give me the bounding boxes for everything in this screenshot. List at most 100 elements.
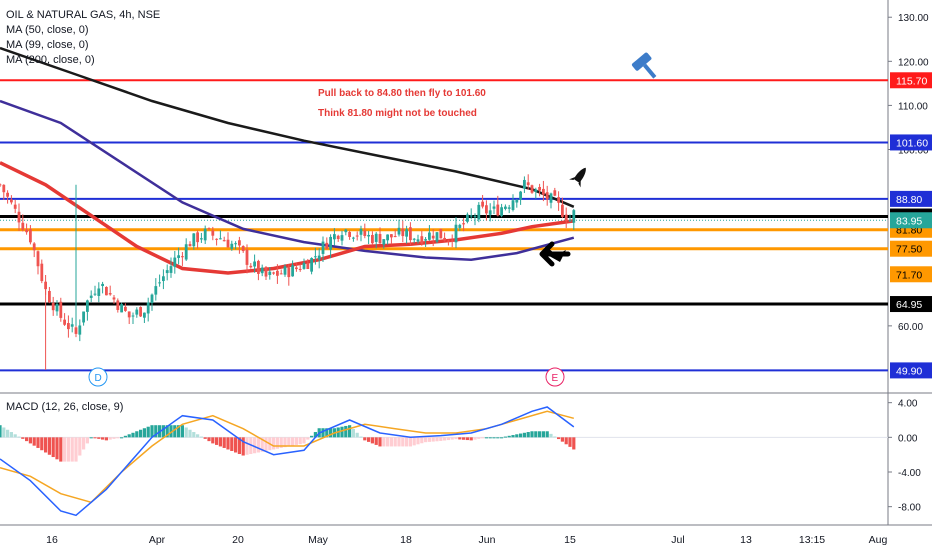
candle-body <box>82 311 85 323</box>
histogram-bar <box>541 431 545 438</box>
arrow-head-icon <box>539 241 555 267</box>
candle-body <box>238 240 241 246</box>
histogram-bar <box>408 437 412 447</box>
histogram-bar <box>557 437 561 440</box>
histogram-bar <box>218 437 222 447</box>
histogram-bar <box>386 437 390 447</box>
price-tick-label: 110.00 <box>898 101 928 112</box>
histogram-bar <box>112 437 116 439</box>
histogram-bar <box>294 437 298 445</box>
histogram-bar <box>530 431 534 438</box>
candle-body <box>150 294 154 303</box>
candle-body <box>226 239 230 248</box>
candle-body <box>192 233 196 247</box>
candle-body <box>393 236 397 238</box>
histogram-bar <box>511 435 515 438</box>
candle-body <box>67 323 70 330</box>
histogram-bar <box>63 437 67 462</box>
candle-body <box>466 214 469 222</box>
candle-body <box>416 239 420 242</box>
histogram-bar <box>44 437 48 453</box>
histogram-bar <box>424 437 428 443</box>
candle-body <box>561 204 564 217</box>
histogram-bar <box>203 437 207 439</box>
candle-body <box>234 243 237 245</box>
candle-body <box>481 201 484 207</box>
histogram-bar <box>302 437 306 444</box>
candle-body <box>97 288 101 296</box>
histogram-bar <box>389 437 393 447</box>
histogram-bar <box>507 435 511 438</box>
candle-body <box>165 270 169 274</box>
time-tick-label: 18 <box>400 534 412 546</box>
histogram-bar <box>169 425 173 438</box>
level-price-label: 101.60 <box>896 137 928 149</box>
candle-body <box>59 301 63 318</box>
candle-body <box>507 207 511 209</box>
rocket-icon <box>569 167 586 188</box>
candle-body <box>523 179 526 189</box>
histogram-bar <box>351 428 355 438</box>
candle-body <box>458 224 462 228</box>
histogram-bar <box>275 437 279 449</box>
histogram-bar <box>40 437 44 451</box>
candle-body <box>101 283 104 287</box>
histogram-bar <box>59 437 63 462</box>
time-tick-label: 20 <box>232 534 244 546</box>
histogram-bar <box>397 437 401 447</box>
histogram-bar <box>522 432 526 438</box>
candle-body <box>515 199 519 203</box>
event-marker-label: D <box>95 373 102 384</box>
histogram-bar <box>496 437 500 439</box>
candle-body <box>367 234 370 237</box>
level-price-label-box <box>890 240 932 257</box>
candle-body <box>2 184 6 193</box>
histogram-bar <box>519 433 523 438</box>
candle-body <box>371 234 374 244</box>
histogram-bar <box>211 437 215 444</box>
candle-body <box>287 267 291 278</box>
price-tick-label: 100.00 <box>898 146 929 157</box>
last-price-label: 83.95 <box>896 215 922 227</box>
histogram-bar <box>245 437 249 455</box>
candle-body <box>401 228 405 237</box>
price-tick-label: 120.00 <box>898 57 929 68</box>
candle-body <box>89 295 93 298</box>
histogram-bar <box>32 437 36 446</box>
histogram-bar <box>192 432 196 438</box>
candle-body <box>382 239 386 245</box>
histogram-bar <box>21 437 25 439</box>
histogram-bar <box>298 437 302 445</box>
scale-label-box <box>890 266 932 283</box>
level-price-label-box <box>890 296 932 313</box>
candle-body <box>496 204 500 216</box>
histogram-bar <box>287 437 291 447</box>
candle-body <box>78 325 82 335</box>
histogram-bar <box>500 437 504 439</box>
gavel-head <box>631 52 652 71</box>
histogram-bar <box>237 437 241 455</box>
candle-body <box>200 238 203 240</box>
histogram-bar <box>199 436 203 438</box>
candle-body <box>181 256 184 258</box>
candle-body <box>409 227 412 241</box>
histogram-bar <box>439 437 443 441</box>
candle-body <box>386 234 389 241</box>
candle-body <box>511 200 515 210</box>
ma99-legend: MA (99, close, 0) <box>6 39 89 51</box>
candle-body <box>450 240 454 242</box>
histogram-bar <box>427 437 431 442</box>
candle-body <box>230 243 234 249</box>
candle-body <box>283 266 287 275</box>
level-price-label: 77.50 <box>896 244 922 256</box>
candle-body <box>473 216 477 218</box>
candle-body <box>526 182 530 186</box>
candle-body <box>564 214 568 222</box>
candle-body <box>355 235 359 237</box>
candle-body <box>310 258 313 272</box>
histogram-bar <box>82 437 86 450</box>
candle-body <box>135 309 139 315</box>
histogram-bar <box>131 432 135 438</box>
candle-body <box>557 197 560 203</box>
